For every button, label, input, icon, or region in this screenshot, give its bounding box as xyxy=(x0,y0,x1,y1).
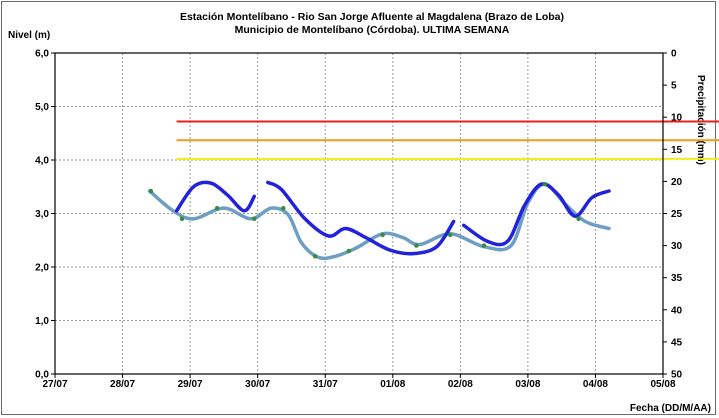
data-point-marker xyxy=(542,181,547,187)
chart-title: Estación Montelíbano - Rio San Jorge Afl… xyxy=(180,11,564,23)
y-axis-label: Nivel (m) xyxy=(8,30,50,41)
x-tick-label: 29/07 xyxy=(178,379,203,390)
y2-axis-label: Precipitación (mm) xyxy=(695,75,706,165)
data-point-marker xyxy=(179,216,185,222)
data-point-marker xyxy=(281,205,286,211)
data-point-marker xyxy=(481,243,487,248)
series-level-line xyxy=(174,180,257,213)
chart-subtitle: Municipio de Montelíbano (Córdoba). ULTI… xyxy=(235,24,510,36)
data-point-marker xyxy=(576,216,581,222)
y2-tick-label: 50 xyxy=(671,370,683,381)
data-point-marker xyxy=(148,188,154,194)
x-tick-label: 03/08 xyxy=(515,379,540,390)
x-tick-label: 01/08 xyxy=(380,379,405,390)
data-point-marker xyxy=(414,243,419,248)
y-tick-label: 3,0 xyxy=(35,209,49,220)
x-tick-label: 30/07 xyxy=(245,379,270,390)
data-point-marker xyxy=(346,248,352,254)
x-tick-label: 28/07 xyxy=(110,379,135,390)
y2-tick-label: 40 xyxy=(671,305,683,316)
series-trend-line xyxy=(147,182,611,261)
x-tick-label: 04/08 xyxy=(583,379,608,390)
y2-tick-label: 20 xyxy=(671,177,683,188)
y-tick-label: 2,0 xyxy=(35,263,49,274)
x-tick-label: 02/08 xyxy=(448,379,473,390)
y-tick-label: 1,0 xyxy=(35,316,49,327)
y2-tick-label: 45 xyxy=(671,337,683,348)
y-tick-label: 4,0 xyxy=(35,156,49,167)
y2-tick-label: 5 xyxy=(671,81,677,92)
data-point-marker xyxy=(252,216,257,222)
x-tick-label: 05/08 xyxy=(650,379,675,390)
data-point-marker xyxy=(312,254,318,259)
y-tick-label: 0,0 xyxy=(35,370,49,381)
x-tick-label: 31/07 xyxy=(313,379,338,390)
y2-tick-label: 0 xyxy=(671,49,677,60)
series-level-line xyxy=(461,182,611,247)
y2-tick-label: 25 xyxy=(671,209,683,220)
series-level-line xyxy=(266,180,456,256)
y-tick-label: 5,0 xyxy=(35,102,49,113)
y2-tick-label: 15 xyxy=(671,145,683,156)
y2-tick-label: 30 xyxy=(671,241,683,252)
data-point-marker xyxy=(214,205,220,211)
data-point-marker xyxy=(380,232,385,238)
x-axis-label: Fecha (DD/M/AA) xyxy=(630,403,711,414)
y2-tick-label: 10 xyxy=(671,113,683,124)
x-tick-label: 27/07 xyxy=(42,379,67,390)
y2-tick-label: 35 xyxy=(671,273,683,284)
data-point-marker xyxy=(448,232,453,238)
y-tick-label: 6,0 xyxy=(35,49,49,60)
